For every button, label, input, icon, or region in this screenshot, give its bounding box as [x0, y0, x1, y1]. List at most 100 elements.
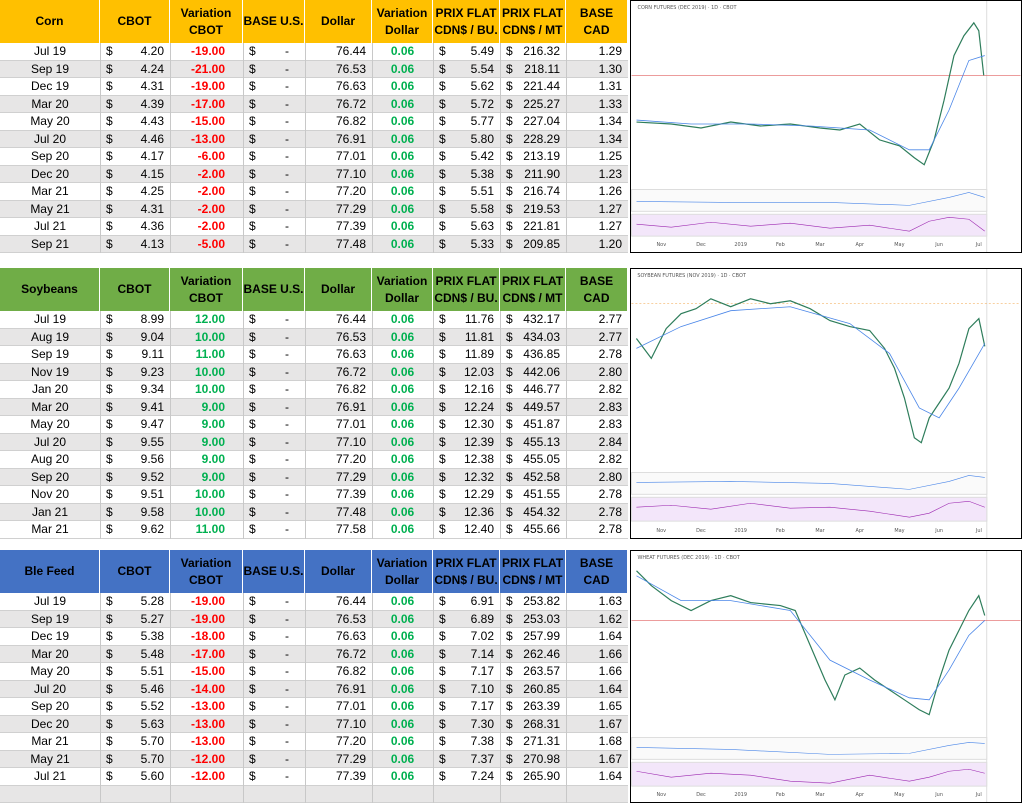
rsi-line — [636, 768, 985, 784]
dollar-rate: 76.44 — [335, 594, 366, 608]
column-divider — [500, 698, 501, 716]
flat-price-bu: 11.76 — [464, 312, 494, 326]
column-divider — [433, 503, 434, 521]
header-text: CBOT — [117, 564, 152, 578]
currency-symbol: $ — [249, 236, 256, 251]
cbot-variation: -13.00 — [190, 699, 225, 713]
currency-symbol: $ — [249, 751, 256, 766]
contract-month: Sep 20 — [30, 699, 70, 713]
base-cad: 1.31 — [598, 79, 622, 93]
column-divider — [566, 433, 567, 451]
empty-value: - — [285, 699, 289, 713]
column-divider — [305, 433, 306, 451]
currency-symbol: $ — [439, 347, 446, 361]
table-row — [0, 200, 628, 218]
column-divider — [100, 363, 101, 381]
column-divider — [100, 311, 101, 329]
currency-symbol: $ — [106, 347, 113, 361]
base-cad: 2.82 — [598, 452, 622, 466]
empty-value: - — [285, 131, 289, 146]
column-divider — [243, 593, 244, 611]
column-divider — [433, 165, 434, 183]
currency-symbol: $ — [439, 487, 446, 501]
column-divider — [305, 328, 306, 346]
cbot-price: 4.25 — [140, 184, 164, 198]
currency-symbol: $ — [506, 434, 513, 449]
currency-symbol: $ — [506, 734, 513, 748]
empty-value: - — [285, 417, 289, 431]
contract-month: Jul 20 — [33, 434, 67, 449]
column-divider — [433, 148, 434, 166]
column-divider — [170, 733, 171, 751]
currency-symbol: $ — [506, 131, 513, 146]
flat-price-mt: 455.05 — [523, 452, 560, 466]
column-divider — [100, 43, 101, 61]
currency-symbol: $ — [249, 452, 256, 466]
column-divider — [243, 433, 244, 451]
header-text: CBOT — [189, 22, 223, 37]
column-divider — [170, 416, 171, 434]
currency-symbol: $ — [249, 664, 256, 678]
header-text: PRIX FLAT — [501, 273, 564, 288]
header-text: Variation — [180, 5, 232, 20]
dollar-rate: 77.58 — [335, 522, 366, 536]
column-divider — [500, 235, 501, 253]
header-text: Soybeans — [21, 282, 78, 296]
column-divider — [243, 645, 244, 663]
column-divider — [305, 628, 306, 646]
column-divider — [500, 218, 501, 236]
table-row — [0, 451, 628, 469]
header-text: PRIX FLAT — [435, 273, 497, 288]
flat-price-mt: 227.04 — [523, 114, 560, 128]
currency-symbol: $ — [249, 469, 256, 484]
table-row — [0, 486, 628, 504]
cbot-price: 5.51 — [140, 664, 164, 678]
column-divider — [243, 521, 244, 539]
currency-symbol: $ — [506, 149, 513, 163]
currency-symbol: $ — [249, 629, 256, 643]
currency-symbol: $ — [506, 312, 513, 326]
dollar-rate: 77.29 — [335, 469, 366, 484]
header-cell: Dollar — [305, 550, 372, 593]
column-divider — [170, 218, 171, 236]
column-divider — [433, 733, 434, 751]
base-cad: 1.26 — [598, 184, 622, 198]
macd-line — [636, 475, 985, 490]
base-cad: 1.66 — [598, 646, 622, 661]
column-divider — [170, 363, 171, 381]
empty-value: - — [285, 611, 289, 626]
column-divider — [566, 235, 567, 253]
column-divider — [100, 645, 101, 663]
header-cell: Variation CBOT — [170, 550, 243, 593]
column-divider — [433, 628, 434, 646]
empty-value: - — [285, 716, 289, 731]
column-divider — [243, 218, 244, 236]
cbot-variation: -13.00 — [190, 131, 225, 146]
dollar-rate: 77.10 — [335, 716, 366, 731]
currency-symbol: $ — [106, 236, 113, 251]
currency-symbol: $ — [439, 184, 446, 198]
column-divider — [100, 381, 101, 399]
contract-month: Mar 21 — [31, 184, 69, 198]
currency-symbol: $ — [439, 219, 446, 233]
flat-price-bu: 7.30 — [470, 716, 494, 731]
dollar-variation: 0.06 — [390, 219, 415, 233]
cbot-variation: -13.00 — [190, 734, 225, 748]
cbot-price: 5.63 — [140, 716, 164, 731]
column-divider — [100, 785, 101, 803]
contract-month: May 20 — [30, 417, 70, 431]
column-divider — [500, 645, 501, 663]
dollar-variation: 0.06 — [390, 594, 415, 608]
month-label: 2019 — [734, 528, 747, 534]
cbot-price: 5.48 — [140, 646, 164, 661]
header-text: Corn — [35, 14, 64, 28]
table-row — [0, 768, 628, 786]
column-divider — [372, 78, 373, 96]
cbot-variation: 9.00 — [201, 434, 225, 449]
column-divider — [100, 433, 101, 451]
currency-symbol: $ — [506, 629, 513, 643]
dollar-variation: 0.06 — [390, 681, 415, 696]
cbot-price: 9.58 — [140, 504, 164, 519]
column-divider — [372, 433, 373, 451]
column-divider — [170, 113, 171, 131]
